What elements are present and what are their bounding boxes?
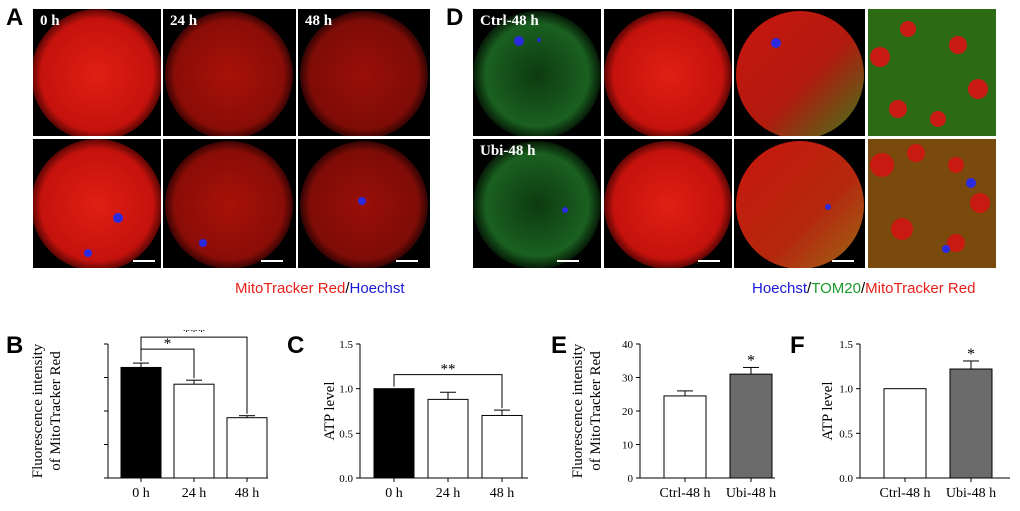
y-axis-label: ATP level [322, 381, 338, 440]
bar [729, 373, 773, 479]
panel-letter-c: C [287, 332, 305, 359]
y-tick-label: 1.0 [339, 384, 353, 396]
x-tick-label: 48 h [235, 486, 260, 501]
x-tick-label: 0 h [132, 486, 150, 501]
bar [481, 414, 523, 479]
bar [427, 398, 469, 479]
x-tick-label: Ctrl-48 h [880, 486, 931, 501]
image-a-24h-top: 24 h [163, 9, 296, 136]
y-tick-label: 1.5 [839, 339, 853, 351]
significance-label: * [967, 346, 975, 363]
significance-bracket [393, 374, 503, 409]
image-d-ubi-zoom [868, 139, 996, 268]
image-a-0h-bottom [33, 139, 161, 268]
bar [226, 417, 268, 479]
y-tick-label: 10 [622, 440, 634, 452]
chart-c: 0.0 0.5 1.0 1.5 ATP level 0 h 24 h 48 h ** [308, 330, 538, 511]
significance-label: *** [183, 330, 206, 340]
y-axis-label: ATP level [820, 381, 836, 440]
y-tick-label: 1.0 [839, 384, 853, 396]
legend-d-sep2: / [860, 280, 866, 297]
image-label: 48 h [305, 13, 333, 29]
image-d-ctrl-mitotracker [604, 9, 732, 136]
bar [663, 395, 707, 479]
chart-f: 0.0 0.5 1.0 1.5 ATP level Ctrl-48 h Ubi-48 h * [808, 330, 1018, 511]
image-label: 24 h [170, 13, 198, 29]
image-label: Ubi-48 h [480, 143, 536, 159]
image-a-24h-bottom [163, 139, 296, 268]
image-d-ubi-hoechst-tom20: Ubi-48 h [473, 139, 601, 268]
legend-d-sep1: / [807, 280, 812, 297]
x-tick-label: 48 h [490, 486, 515, 501]
panel-letter-e: E [551, 332, 568, 359]
bar [883, 388, 927, 479]
y-axis-label: of MitoTracker Red [588, 351, 604, 471]
bar [173, 383, 215, 479]
legend-d-part2: TOM20 [811, 280, 861, 297]
x-tick-label: 24 h [182, 486, 207, 501]
image-d-ubi-merge [734, 139, 865, 268]
x-tick-label: 24 h [436, 486, 461, 501]
x-tick-label: Ubi-48 h [946, 486, 996, 501]
y-tick-label: 0.0 [839, 473, 853, 485]
chart-e: 0 10 20 30 40 Fluorescence intensity of MitoTr… [570, 330, 785, 511]
y-axis-label: Fluorescence intensity [570, 343, 586, 478]
panel-letter-d: D [446, 4, 464, 31]
panel-letter-b: B [6, 332, 24, 359]
image-a-48h-bottom [298, 139, 430, 268]
image-d-ctrl-zoom [868, 9, 996, 136]
y-tick-label: 0.0 [339, 473, 353, 485]
y-tick-label: 0.5 [339, 428, 353, 440]
x-tick-label: Ctrl-48 h [660, 486, 711, 501]
image-d-ctrl-merge [734, 9, 865, 136]
legend-a-part1: MitoTracker Red [235, 280, 346, 297]
image-a-48h-top: 48 h [298, 9, 430, 136]
y-tick-label: 0.5 [839, 428, 853, 440]
significance-label: ** [441, 362, 456, 378]
significance-bracket [140, 336, 248, 414]
y-tick-label: 20 [622, 406, 634, 418]
panel-letter-f: F [790, 332, 805, 359]
y-tick-label: 0 [628, 473, 634, 485]
image-a-0h-top: 0 h [33, 9, 161, 136]
y-axis-label: Fluorescence intensity [30, 343, 46, 478]
y-tick-label: 30 [622, 373, 634, 385]
y-tick-label: 40 [622, 339, 634, 351]
image-d-ctrl-hoechst-tom20: Ctrl-48 h [473, 9, 601, 136]
bar [373, 388, 415, 479]
panel-letter-a: A [6, 4, 24, 31]
legend-d-part1: Hoechst [752, 280, 808, 297]
x-tick-label: Ubi-48 h [726, 486, 776, 501]
legend-d: Hoechst/TOM20/MitoTracker Red [752, 280, 975, 297]
y-axis-label: of MitoTracker Red [48, 351, 64, 471]
legend-a-sep: / [345, 280, 350, 297]
legend-d-part3: MitoTracker Red [865, 280, 976, 297]
legend-a: MitoTracker Red/Hoechst [235, 280, 405, 297]
bar [949, 368, 993, 479]
significance-label: * [164, 336, 172, 352]
image-label: 0 h [40, 13, 60, 29]
chart-b: Fluorescence intensity of MitoTracker Red… [30, 324, 280, 511]
x-tick-label: 0 h [385, 486, 403, 501]
y-tick-label: 1.5 [339, 339, 353, 351]
image-d-ubi-mitotracker [604, 139, 732, 268]
significance-label: * [747, 352, 755, 369]
bar [120, 366, 162, 479]
image-label: Ctrl-48 h [480, 13, 539, 29]
legend-a-part2: Hoechst [349, 280, 405, 297]
